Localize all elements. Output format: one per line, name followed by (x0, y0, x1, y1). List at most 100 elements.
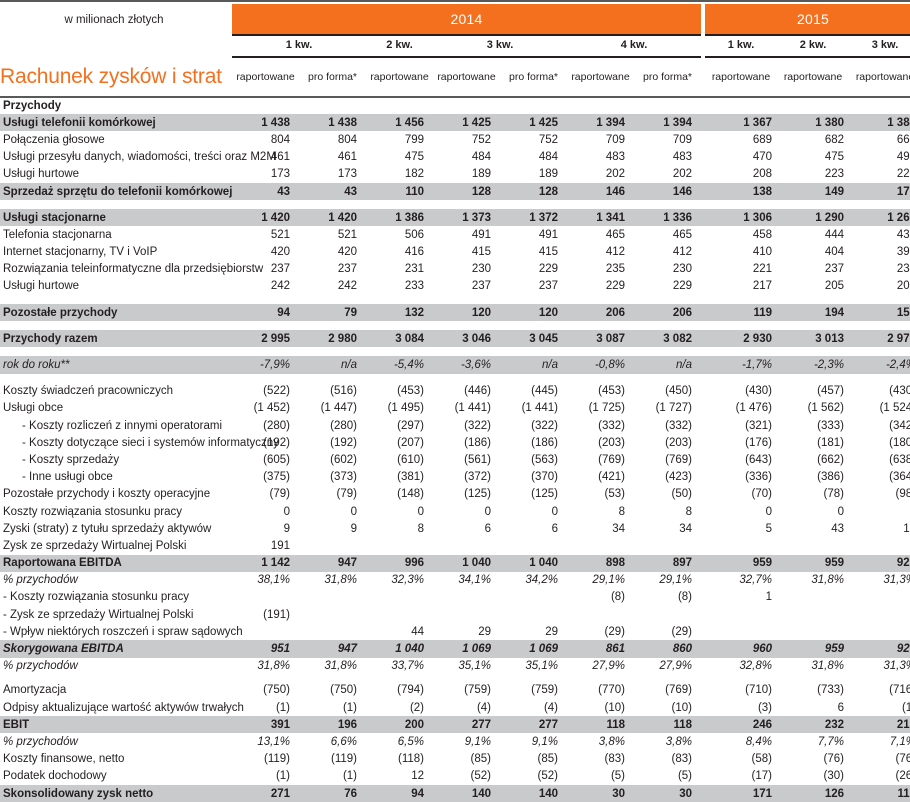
cell-r35-c2: 33,7% (391, 660, 424, 673)
cell-r6-c0 (232, 200, 299, 209)
row-label-uslugi-telefonii-komorkowej: Usługi telefonii komórkowej (0, 114, 228, 132)
cell-r6-c7 (705, 200, 777, 209)
table-row: Raportowana EBITDA 1 142 947 996 1 040 1 040 8… (0, 554, 910, 572)
cell-r23-c0: (605) (263, 453, 290, 466)
cell-r42-c2: 12 (411, 770, 424, 783)
cell-r17-c8: -2,3% (777, 356, 849, 374)
cell-r38-c0: (1) (275, 701, 290, 714)
cell-r17-c4: n/a (500, 356, 567, 374)
cell-r23-c5: (769) (598, 453, 625, 466)
cell-r7-c1: 1 420 (299, 209, 366, 227)
cell-r19-c1: (516) (330, 385, 357, 398)
row-label-uslugi-hurtowe: Usługi hurtowe (3, 168, 80, 181)
cell-r14-c9 (849, 321, 910, 330)
cell-r6-c8 (777, 200, 849, 209)
cell-r35-c7: 32,8% (739, 660, 772, 673)
cell-r38-c9: (1) (901, 701, 910, 714)
cell-r5-c5: 146 (567, 182, 634, 201)
cell-r42-c7: (17) (751, 770, 772, 783)
cell-r42-c3: (52) (470, 770, 491, 783)
cell-r34-c7: 960 (705, 640, 777, 658)
row-label-rok-do-roku: rok do roku** (0, 356, 228, 374)
cell-r10-c3: 230 (471, 263, 491, 276)
cell-r35-c5: 27,9% (592, 660, 625, 673)
cell-r37-c8: (733) (817, 684, 844, 697)
cell-r5-c0: 43 (232, 182, 299, 201)
cell-r40-c6: 3,8% (665, 735, 692, 748)
quarter-rule (0, 56, 910, 59)
cell-r9-c9: 396 (896, 246, 910, 259)
cell-r12-c8 (777, 295, 849, 304)
table-row: Odpisy aktualizujące wartość aktywów trw… (0, 699, 910, 716)
cell-r17-c0: -7,9% (232, 356, 299, 374)
quarter-2014-q1: 1 kw. (285, 39, 313, 51)
row-label-koszty-sprzedazy: - Koszty sprzedaży (22, 453, 120, 466)
cell-r20-c3: (1 441) (454, 402, 491, 415)
cell-r23-c8: (662) (817, 453, 844, 466)
cell-r13-c0: 94 (232, 304, 299, 322)
cell-r17-c5: -0,8% (567, 356, 634, 374)
cell-r15-c8: 3 013 (777, 330, 849, 348)
cell-r19-c5: (453) (598, 385, 625, 398)
column-gap (228, 182, 232, 201)
cell-r12-c3 (433, 295, 500, 304)
cell-r41-c7: (58) (751, 753, 772, 766)
cell-r11-c4: 237 (538, 280, 558, 293)
cell-r23-c9: (638) (889, 453, 910, 466)
cell-r36-c3 (433, 675, 500, 682)
cell-r21-c3: (322) (464, 419, 491, 432)
cell-r23-c6: (769) (665, 453, 692, 466)
cell-r35-c3: 35,1% (458, 660, 491, 673)
cell-r11-c7: 217 (752, 280, 772, 293)
cell-r14-c2 (366, 321, 433, 330)
cell-r34-c9: 929 (849, 640, 910, 658)
cell-r21-c9: (342) (889, 419, 910, 432)
column-gap (701, 330, 705, 348)
cell-r20-c1: (1 447) (320, 402, 357, 415)
cell-r2-c1: 804 (337, 133, 357, 146)
table-row: Usługi obce (1 452) (1 447) (1 495) (1 441) (… (0, 400, 910, 417)
cell-r6-c5 (567, 200, 634, 209)
cell-r15-c6: 3 082 (634, 330, 701, 348)
cell-r39-c2: 200 (366, 716, 433, 734)
cell-r37-c2: (794) (397, 684, 424, 697)
cell-r21-c1: (280) (330, 419, 357, 432)
cell-r18-c5 (567, 374, 634, 383)
cell-r34-c2: 1 040 (366, 640, 433, 658)
row-label-przychodow: % przychodów (3, 735, 78, 748)
cell-r21-c2: (297) (397, 419, 424, 432)
cell-r2-c4: 752 (538, 133, 558, 146)
cell-r32-c7 (705, 606, 777, 623)
row-label-uslugi-stacjonarne: Usługi stacjonarne (0, 209, 228, 227)
cell-r29-c2: 996 (366, 554, 433, 572)
cell-r29-c3: 1 040 (433, 554, 500, 572)
cell-r12-c6 (634, 295, 701, 304)
cell-r3-c6: 483 (672, 151, 692, 164)
basis-2015-q2-reported: raportowane (783, 71, 843, 83)
cell-r0-c0 (232, 97, 299, 114)
cell-r12-c4 (500, 295, 567, 304)
cell-r10-c6: 230 (672, 263, 692, 276)
cell-r8-c8: 444 (824, 228, 844, 241)
cell-r31-c7: 1 (765, 591, 772, 604)
column-gap (701, 554, 705, 572)
cell-r16-c9 (849, 347, 910, 356)
cell-r27-c2: 8 (417, 522, 424, 535)
cell-r12-c7 (705, 295, 777, 304)
table-row: Pozostałe przychody 94 79 132 120 120 206 206 11… (0, 304, 910, 322)
spacer-row (0, 347, 910, 356)
cell-r36-c7 (705, 675, 777, 682)
cell-r22-c5: (203) (598, 436, 625, 449)
cell-r27-c0: 9 (283, 522, 290, 535)
cell-r36-c0 (232, 675, 299, 682)
cell-r34-c4: 1 069 (500, 640, 567, 658)
basis-2015-q3-reported: raportowane (855, 71, 910, 83)
cell-r33-c8 (777, 623, 849, 640)
cell-r40-c9: 7,1% (889, 735, 910, 748)
table-row: Usługi przesyłu danych, wiadomości, treś… (0, 149, 910, 166)
cell-r30-c6: 29,1% (659, 574, 692, 587)
column-gap (228, 356, 232, 374)
row-label-amortyzacja: Amortyzacja (3, 684, 67, 697)
cell-r20-c4: (1 441) (521, 402, 558, 415)
cell-r8-c9: 431 (896, 228, 910, 241)
